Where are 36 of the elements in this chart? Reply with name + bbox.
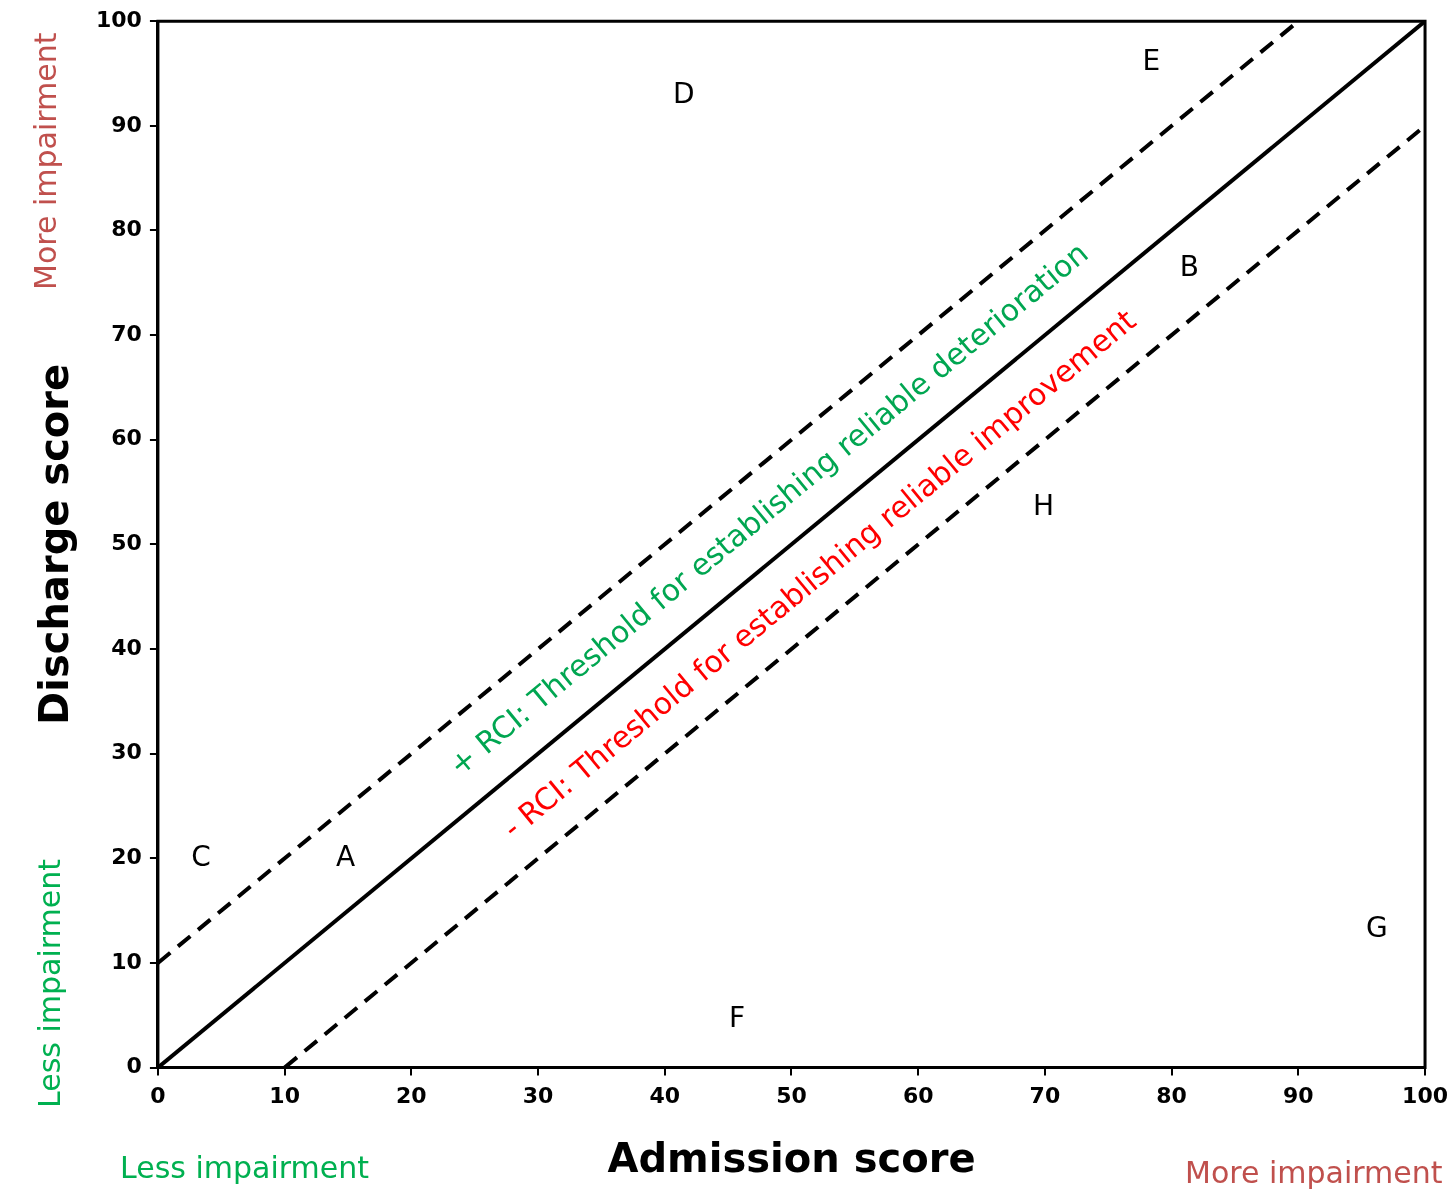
- annotation: B: [1179, 250, 1199, 284]
- x-tick-label: 80: [1156, 1082, 1187, 1108]
- x-tick-label: 40: [649, 1082, 681, 1108]
- annotation: G: [1366, 910, 1388, 944]
- x-tick-label: 20: [396, 1082, 427, 1108]
- annotation: A: [335, 839, 356, 873]
- y-tick-label: 80: [111, 216, 142, 242]
- y-tick-label: 70: [111, 320, 142, 346]
- y-tick-label: 50: [111, 530, 142, 556]
- y-tick-label: 100: [95, 6, 142, 32]
- x-tick-label: 10: [269, 1082, 300, 1108]
- y-tick-label: 30: [111, 739, 142, 765]
- text: More impairment: [1185, 1155, 1443, 1190]
- text: More impairment: [28, 32, 63, 290]
- x-tick-label: 70: [1029, 1082, 1061, 1108]
- x-tick-label: 100: [1402, 1082, 1449, 1108]
- annotation: H: [1033, 489, 1055, 523]
- y-tick-label: 40: [111, 634, 142, 660]
- y-axis-title: Discharge score: [31, 363, 78, 725]
- x-tick-label: 30: [522, 1082, 554, 1108]
- annotation: E: [1142, 44, 1161, 78]
- y-tick-label: 90: [111, 111, 142, 137]
- y-tick-label: 10: [111, 948, 142, 974]
- x-tick-label: 60: [902, 1082, 934, 1108]
- annotation: F: [728, 1000, 746, 1034]
- y-tick-label: 60: [111, 425, 142, 451]
- text: Less impairment: [32, 858, 67, 1108]
- text: Less impairment: [120, 1150, 370, 1185]
- x-tick-label: 50: [776, 1082, 807, 1108]
- x-axis-title: Admission score: [607, 1135, 976, 1182]
- annotation: C: [191, 839, 211, 873]
- y-tick-label: 0: [126, 1053, 142, 1079]
- x-tick-label: 90: [1283, 1082, 1314, 1108]
- annotation: D: [672, 76, 695, 110]
- y-tick-label: 20: [111, 844, 142, 870]
- x-tick-label: 0: [150, 1082, 166, 1108]
